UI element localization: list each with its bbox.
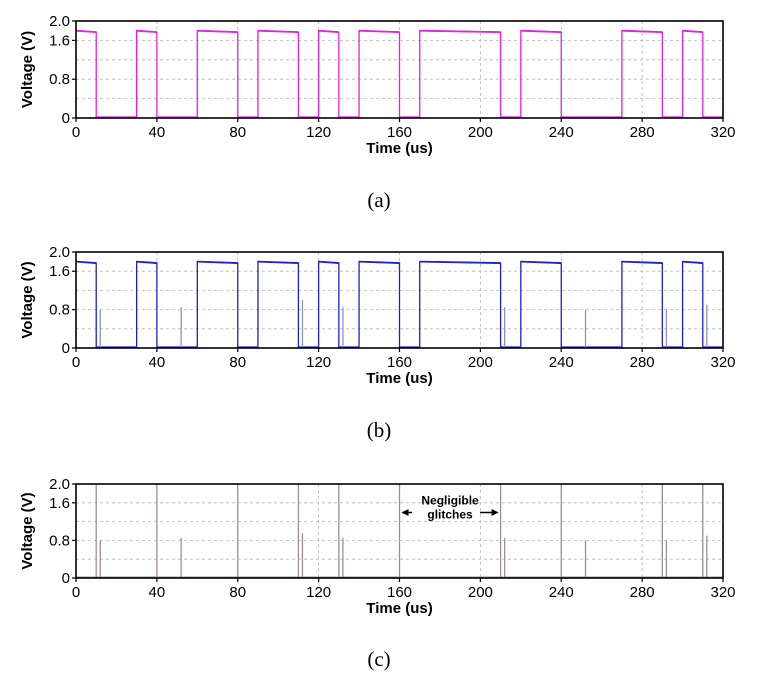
- y-tick-label: 1.6: [49, 32, 70, 49]
- high-level-segment: [682, 260, 703, 264]
- y-axis-title: Voltage (V): [19, 31, 36, 108]
- high-level-segment: [257, 260, 299, 264]
- x-tick-label: 280: [630, 584, 655, 601]
- x-tick-label: 160: [387, 584, 412, 601]
- x-tick-label: 80: [229, 124, 246, 141]
- x-tick-label: 200: [468, 584, 493, 601]
- voltage-waveform: [75, 30, 723, 118]
- high-level-segment: [75, 29, 97, 34]
- high-level-segment: [520, 260, 562, 264]
- glitch-annotation: Negligible glitches: [401, 494, 499, 522]
- high-level-segment: [197, 260, 238, 264]
- x-tick-label: 160: [387, 124, 412, 141]
- x-tick-label: 40: [149, 354, 166, 371]
- x-tick-label: 320: [710, 124, 735, 141]
- annotation-text-line1: Negligible: [421, 494, 479, 508]
- high-level-segment: [621, 260, 663, 264]
- high-level-segment: [621, 29, 663, 34]
- high-level-segment: [257, 29, 299, 34]
- x-tick-label: 280: [630, 354, 655, 371]
- x-tick-label: 80: [229, 354, 246, 371]
- high-level-segment: [359, 260, 400, 264]
- high-level-segment: [136, 29, 157, 34]
- x-axis-title: Time (us): [366, 370, 432, 387]
- y-tick-label: 0.8: [49, 71, 70, 88]
- y-tick-label: 0.8: [49, 302, 70, 319]
- high-level-segment: [520, 29, 562, 34]
- x-tick-label: 320: [710, 584, 735, 601]
- annotation-arrowhead-right: [491, 509, 499, 516]
- y-tick-label: 2.0: [49, 244, 70, 261]
- chart-panel-a: 0 40 80 120 160 200 240 280 320 0 0.8 1.6 2.0 Time (…: [19, 13, 736, 157]
- high-level-segment: [136, 260, 157, 264]
- y-tick-label: 0: [62, 570, 70, 587]
- x-tick-label: 40: [149, 124, 166, 141]
- x-tick-label: 120: [306, 354, 331, 371]
- x-tick-label: 120: [306, 584, 331, 601]
- y-tick-label: 1.6: [49, 495, 70, 512]
- y-tick-label: 0: [62, 340, 70, 357]
- x-tick-label: 320: [710, 354, 735, 371]
- high-level-segment: [419, 29, 501, 34]
- x-tick-label: 240: [549, 584, 574, 601]
- x-tick-label: 160: [387, 354, 412, 371]
- caption-a: (a): [367, 188, 390, 212]
- x-axis-title: Time (us): [366, 600, 432, 617]
- high-level-segment: [75, 260, 97, 264]
- x-tick-label: 120: [306, 124, 331, 141]
- voltage-waveform: [75, 260, 723, 348]
- x-tick-label: 80: [229, 584, 246, 601]
- high-level-segment: [359, 29, 400, 34]
- y-tick-label: 2.0: [49, 476, 70, 493]
- x-tick-label: 280: [630, 124, 655, 141]
- x-tick-label: 200: [468, 124, 493, 141]
- x-tick-label: 240: [549, 124, 574, 141]
- x-tick-label: 240: [549, 354, 574, 371]
- y-tick-label: 1.6: [49, 263, 70, 280]
- high-level-segment: [197, 29, 238, 34]
- caption-b: (b): [367, 418, 392, 442]
- annotation-arrowhead-left: [401, 509, 409, 516]
- caption-c: (c): [367, 647, 390, 671]
- x-tick-label: 0: [72, 354, 80, 371]
- x-tick-label: 0: [72, 124, 80, 141]
- high-level-segment: [419, 260, 501, 264]
- high-level-segment: [318, 260, 339, 264]
- chart-panel-b: 0 40 80 120 160 200 240 280 320 0 0.8 1.6 2.0 Time (…: [19, 244, 736, 387]
- x-tick-label: 200: [468, 354, 493, 371]
- x-tick-label: 40: [149, 584, 166, 601]
- y-axis-title: Voltage (V): [19, 492, 36, 569]
- y-tick-label: 0: [62, 110, 70, 127]
- high-level-segment: [318, 29, 339, 34]
- y-axis-title: Voltage (V): [19, 261, 36, 338]
- high-level-segment: [682, 29, 703, 34]
- chart-panel-c: 0 40 80 120 160 200 240 280 320 0 0.8 1.6 2.0 Neglig…: [19, 476, 736, 617]
- y-tick-label: 2.0: [49, 13, 70, 30]
- annotation-text-line2: glitches: [427, 508, 473, 522]
- x-tick-label: 0: [72, 584, 80, 601]
- y-tick-label: 0.8: [49, 532, 70, 549]
- x-axis-title: Time (us): [366, 140, 432, 157]
